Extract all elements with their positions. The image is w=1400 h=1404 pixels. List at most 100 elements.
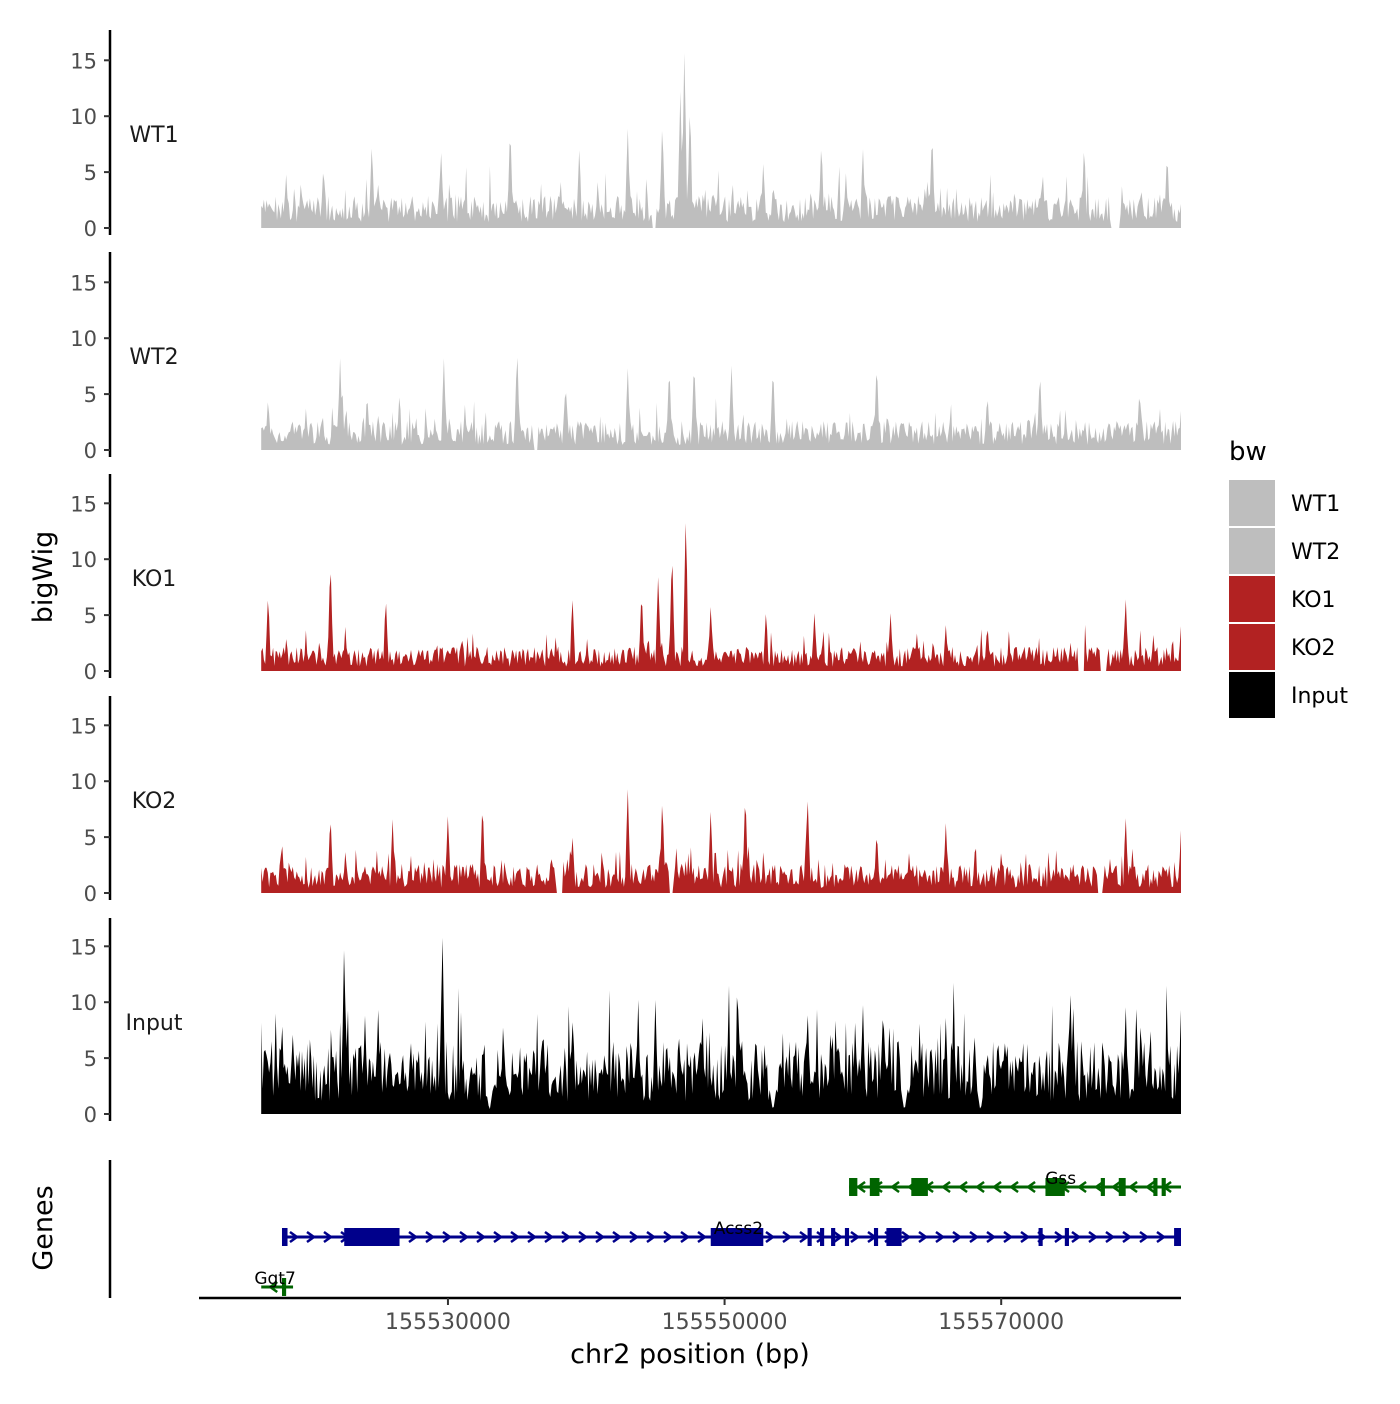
track-label: WT2 (129, 345, 178, 370)
legend-key-wt1 (1229, 480, 1275, 526)
y-tick-label: 15 (70, 935, 97, 959)
exon (1064, 1228, 1069, 1246)
strand-arrow (1122, 1230, 1133, 1244)
strand-arrow (425, 1230, 436, 1244)
gene-gss: Gss (849, 1169, 1181, 1196)
gene-label: Ggt7 (254, 1269, 295, 1289)
track-input: 0 5 10 15 Input (70, 918, 1181, 1127)
strand-arrow (833, 1230, 844, 1244)
strand-arrow (969, 1230, 980, 1244)
exon (869, 1178, 880, 1196)
exon (873, 1228, 879, 1246)
strand-arrow (493, 1230, 504, 1244)
legend-key-input (1229, 672, 1275, 718)
strand-arrow (940, 1180, 951, 1194)
exon (710, 1228, 764, 1246)
exon (886, 1228, 902, 1246)
y-tick-label: 5 (84, 383, 97, 407)
gene-label: Acss2 (714, 1219, 763, 1239)
strand-arrow (974, 1180, 985, 1194)
y-tick-label: 10 (70, 105, 97, 129)
signal-area (261, 789, 1181, 893)
strand-arrow (1088, 1230, 1099, 1244)
exon (1100, 1178, 1105, 1196)
exon (1153, 1178, 1158, 1196)
y-tick-label: 10 (70, 548, 97, 572)
strand-arrow (595, 1230, 606, 1244)
coverage-tracks: 0 5 10 15 WT1 0 5 10 15 WT2 0 5 10 15 KO1 0 5 10 15 KO2 0 5 10… (70, 30, 1181, 1127)
x-axis-title: chr2 position (bp) (570, 1339, 810, 1370)
legend-title: bw (1229, 437, 1267, 467)
y-tick-label: 15 (70, 492, 97, 516)
strand-arrow (510, 1230, 521, 1244)
x-tick-label: 155530000 (385, 1310, 511, 1335)
y-tick-label: 15 (70, 49, 97, 73)
y-tick-label: 0 (84, 217, 97, 241)
strand-arrow (408, 1230, 419, 1244)
strand-arrow (459, 1230, 470, 1244)
strand-arrow (646, 1230, 657, 1244)
exon (831, 1228, 836, 1246)
gene-acss2: Acss2 (281, 1219, 1181, 1246)
signal-area (261, 937, 1181, 1114)
exon (281, 1278, 287, 1296)
strand-arrow (1076, 1180, 1087, 1194)
strand-arrow (1054, 1230, 1065, 1244)
legend-label: KO2 (1291, 636, 1336, 661)
y-tick-label: 0 (84, 882, 97, 906)
track-label: KO2 (132, 789, 177, 814)
y-tick-label: 0 (84, 660, 97, 684)
exon (1161, 1178, 1166, 1196)
strand-arrow (986, 1230, 997, 1244)
strand-arrow (268, 1280, 278, 1294)
exon (344, 1228, 400, 1246)
strand-arrow (1003, 1230, 1014, 1244)
strand-arrow (1093, 1180, 1104, 1194)
y-tick-label: 10 (70, 770, 97, 794)
strand-arrow (527, 1230, 538, 1244)
x-tick-label: 155570000 (938, 1310, 1064, 1335)
strand-arrow (1127, 1180, 1138, 1194)
strand-arrow (680, 1230, 691, 1244)
strand-arrow (476, 1230, 487, 1244)
exon (1118, 1178, 1126, 1196)
y-tick-label: 5 (84, 1047, 97, 1071)
strand-arrow (1008, 1180, 1019, 1194)
y-tick-label: 5 (84, 161, 97, 185)
strand-arrow (629, 1230, 640, 1244)
exon (844, 1228, 850, 1246)
gene-label: Gss (1045, 1169, 1076, 1189)
exon (849, 1178, 858, 1196)
y-tick-label: 0 (84, 1103, 97, 1127)
strand-arrow (799, 1230, 810, 1244)
gene-track: Ggt7 Acss2 Gss (108, 1160, 1181, 1298)
strand-arrow (850, 1230, 861, 1244)
y-tick-label: 5 (84, 604, 97, 628)
track-label: KO1 (132, 567, 177, 592)
legend-key-wt2 (1229, 528, 1275, 574)
legend-label: Input (1291, 684, 1348, 709)
strand-arrow (957, 1180, 968, 1194)
legend-label: KO1 (1291, 588, 1336, 613)
track-label: WT1 (129, 123, 178, 148)
strand-arrow (1025, 1180, 1036, 1194)
track-ko1: 0 5 10 15 KO1 (70, 474, 1181, 684)
strand-arrow (697, 1230, 708, 1244)
strand-arrow (952, 1230, 963, 1244)
strand-arrow (1156, 1230, 1167, 1244)
y-tick-label: 10 (70, 327, 97, 351)
genes-axis-title: Genes (28, 1185, 59, 1270)
exon (1174, 1228, 1181, 1246)
y-axis-title: bigWig (28, 531, 59, 624)
strand-arrow (889, 1180, 900, 1194)
strand-arrow (1110, 1180, 1121, 1194)
signal-area (261, 53, 1181, 228)
strand-arrow (1105, 1230, 1116, 1244)
y-tick-label: 10 (70, 991, 97, 1015)
strand-arrow (663, 1230, 674, 1244)
strand-arrow (1144, 1180, 1155, 1194)
track-label: Input (126, 1011, 183, 1036)
y-tick-label: 15 (70, 714, 97, 738)
strand-arrow (765, 1230, 776, 1244)
